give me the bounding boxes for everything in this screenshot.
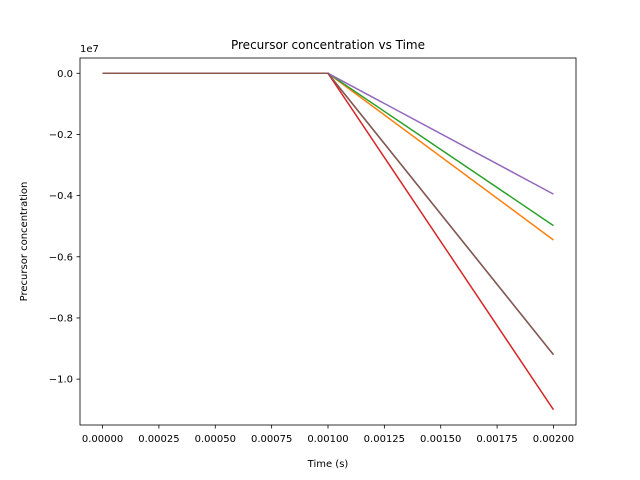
x-tick-label: 0.00100 bbox=[307, 434, 348, 445]
y-tick-label: −0.6 bbox=[49, 252, 73, 263]
series-line-6 bbox=[102, 72, 555, 356]
x-axis-ticks: 0.00000 0.00025 0.00050 0.00075 0.00100 0.001… bbox=[82, 425, 574, 445]
x-tick-label: 0.00175 bbox=[476, 434, 517, 445]
x-tick-label: 0.00050 bbox=[195, 434, 236, 445]
x-tick-label: 0.00075 bbox=[251, 434, 292, 445]
y-axis-ticks: 0.0 −0.2 −0.4 −0.6 −0.8 −1.0 bbox=[49, 69, 80, 386]
x-tick-label: 0.00025 bbox=[138, 434, 179, 445]
y-tick-label: −0.4 bbox=[49, 191, 73, 202]
series-group bbox=[102, 72, 555, 411]
y-axis-label: Precursor concentration bbox=[19, 182, 30, 302]
x-tick-label: 0.00200 bbox=[533, 434, 574, 445]
chart-title: Precursor concentration vs Time bbox=[231, 38, 425, 52]
y-axis-scale-label: 1e7 bbox=[80, 44, 99, 55]
axes-frame bbox=[79, 57, 577, 426]
y-tick-label: −0.8 bbox=[49, 313, 73, 324]
x-tick-label: 0.00125 bbox=[364, 434, 405, 445]
y-tick-label: −0.2 bbox=[49, 130, 73, 141]
x-tick-label: 0.00000 bbox=[82, 434, 123, 445]
x-tick-label: 0.00150 bbox=[420, 434, 461, 445]
y-tick-label: 0.0 bbox=[57, 69, 73, 80]
x-axis-label: Time (s) bbox=[307, 459, 349, 470]
y-tick-label: −1.0 bbox=[49, 375, 73, 386]
